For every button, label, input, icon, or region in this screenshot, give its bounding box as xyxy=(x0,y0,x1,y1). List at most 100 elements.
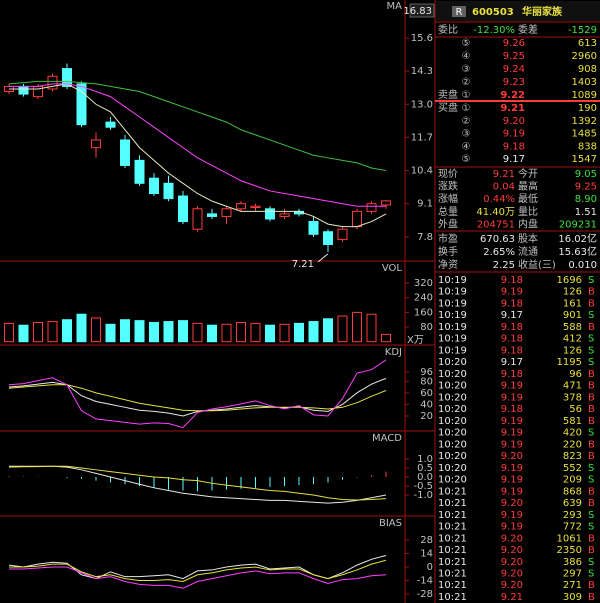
y-tick-label: -0.5 xyxy=(413,481,433,492)
trade-side: S xyxy=(588,557,594,568)
indicator-line xyxy=(8,465,387,501)
trade-volume: 588 xyxy=(563,322,582,333)
row-label: 委比 xyxy=(438,23,458,36)
book-volume: 1485 xyxy=(572,129,597,140)
trade-price: 9.19 xyxy=(501,439,523,450)
trade-price: 9.20 xyxy=(501,451,523,462)
trade-time: 10:21 xyxy=(438,580,467,591)
book-volume: 908 xyxy=(578,64,597,75)
trade-volume: 420 xyxy=(563,428,582,439)
volume-bar xyxy=(149,321,159,343)
quote-value: 204751 xyxy=(477,219,515,230)
low-price-label: 7.21 xyxy=(292,259,314,270)
row-label: 收益(三) xyxy=(518,258,556,271)
trade-volume: 209 xyxy=(563,475,582,486)
volume-bar xyxy=(352,311,362,343)
trade-time: 10:20 xyxy=(438,416,467,427)
trade-side: S xyxy=(588,569,594,580)
trade-time: 10:20 xyxy=(438,451,467,462)
volume-bar xyxy=(192,322,203,343)
trade-price: 9.20 xyxy=(501,533,523,544)
trade-time: 10:21 xyxy=(438,498,467,509)
trade-time: 10:20 xyxy=(438,404,467,415)
trade-side: B xyxy=(588,451,595,462)
row-label: 内盘 xyxy=(518,217,538,230)
level: ① xyxy=(462,90,471,101)
trade-side: S xyxy=(588,475,594,486)
volume-unit: X万 xyxy=(407,335,424,346)
y-tick-label: 7.8 xyxy=(417,232,433,243)
y-tick-label: 14.3 xyxy=(411,66,433,77)
candle-body xyxy=(134,159,145,184)
trade-side: S xyxy=(588,275,594,286)
row-label: 最高 xyxy=(518,180,538,193)
trade-volume: 96 xyxy=(569,369,582,380)
trade-time: 10:19 xyxy=(438,322,467,333)
book-price: 9.18 xyxy=(503,141,525,152)
volume-bar xyxy=(91,317,101,343)
trade-price: 9.18 xyxy=(501,345,523,356)
trade-price: 9.20 xyxy=(501,580,523,591)
trade-volume: 161 xyxy=(563,298,582,309)
candle-body xyxy=(337,228,348,240)
y-tick-label: -1.0 xyxy=(413,490,433,501)
low-arrow xyxy=(317,253,329,263)
quote-value: 16.02亿 xyxy=(558,232,597,245)
volume-bar xyxy=(337,315,348,343)
volume-bar xyxy=(366,313,377,343)
candle-body xyxy=(250,205,261,209)
trade-side: B xyxy=(588,392,595,403)
book-volume: 2960 xyxy=(572,51,597,62)
trade-time: 10:21 xyxy=(438,557,467,568)
level: ② xyxy=(462,77,471,88)
trade-volume: 126 xyxy=(563,345,582,356)
trade-price: 9.19 xyxy=(501,510,523,521)
level: ④ xyxy=(462,141,471,152)
quote-value: 2.65% xyxy=(483,247,515,258)
trade-side: S xyxy=(588,463,594,474)
row-label: 买盘 xyxy=(438,101,458,114)
y-tick-label: 1.0 xyxy=(417,454,433,465)
trade-side: S xyxy=(588,510,594,521)
y-tick-label: 0.0 xyxy=(417,472,433,483)
trade-price: 9.18 xyxy=(501,298,523,309)
volume-bar xyxy=(134,320,145,343)
candle-body xyxy=(221,208,232,217)
trade-time: 10:20 xyxy=(438,475,467,486)
quote-value: 0.010 xyxy=(568,260,597,271)
candle-body xyxy=(18,85,29,95)
book-volume: 1089 xyxy=(572,90,597,101)
trade-side: B xyxy=(588,416,595,427)
indicator-line xyxy=(9,83,387,228)
trade-time: 10:21 xyxy=(438,510,467,521)
book-volume: 613 xyxy=(578,38,597,49)
trade-time: 10:21 xyxy=(438,592,467,603)
trade-price: 9.20 xyxy=(501,498,523,509)
trade-side: B xyxy=(588,498,595,509)
trade-side: B xyxy=(588,287,595,298)
trade-time: 10:20 xyxy=(438,463,467,474)
row-label: 量比 xyxy=(518,206,538,218)
candle-body xyxy=(279,213,290,217)
candle-body xyxy=(265,208,275,220)
candle-body xyxy=(149,177,159,194)
book-price: 9.20 xyxy=(503,116,525,127)
book-price: 9.26 xyxy=(503,38,525,49)
y-tick-label: 0 xyxy=(427,562,433,573)
trade-side: B xyxy=(588,404,595,415)
book-price: 9.25 xyxy=(503,51,525,62)
trade-side: B xyxy=(588,439,595,450)
trade-volume: 639 xyxy=(563,498,582,509)
trade-side: S xyxy=(588,428,594,439)
level: ⑤ xyxy=(462,38,471,49)
trade-price: 9.20 xyxy=(501,557,523,568)
trade-volume: 1696 xyxy=(557,275,582,286)
volume-bar xyxy=(265,324,275,343)
trade-volume: 901 xyxy=(563,310,582,321)
trade-price: 9.18 xyxy=(501,275,523,286)
trade-side: S xyxy=(588,522,594,533)
stock-name: 华丽家族 xyxy=(522,5,563,18)
book-price: 9.24 xyxy=(503,64,525,75)
trade-volume: 56 xyxy=(569,404,582,415)
